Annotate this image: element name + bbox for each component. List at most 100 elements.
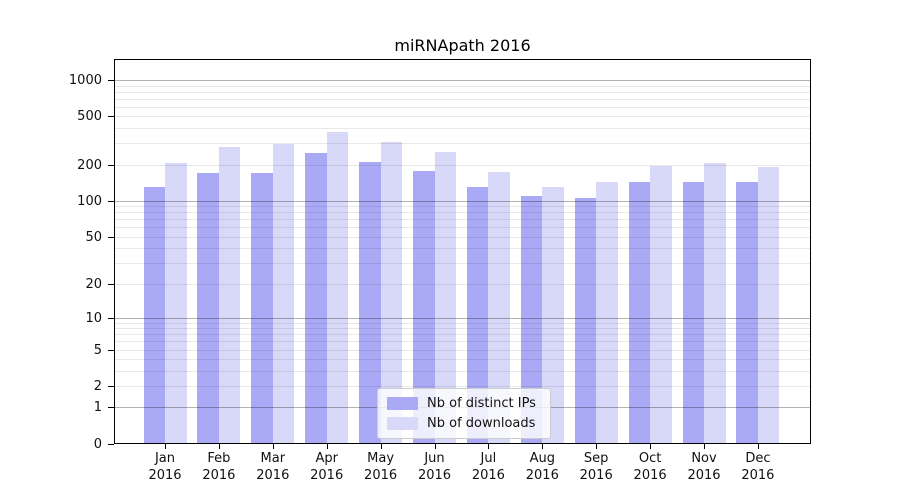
bar-feb-ips xyxy=(197,173,219,444)
y-tick-mark xyxy=(108,386,114,388)
chart-title: miRNApath 2016 xyxy=(394,36,531,55)
bar-jan-ips xyxy=(143,187,165,444)
x-tick-year: 2016 xyxy=(741,468,775,483)
x-tick-label: Jun 2016 xyxy=(400,450,470,484)
legend-item-downloads: Nb of downloads xyxy=(387,416,536,431)
y-tick-mark xyxy=(108,283,114,285)
x-tick-mark xyxy=(542,444,544,449)
x-tick-month: Jan xyxy=(154,451,176,466)
y-gridline-major xyxy=(114,80,811,81)
x-tick-mark xyxy=(596,444,598,449)
bar-sep-ips xyxy=(574,197,597,444)
y-tick-label: 20 xyxy=(85,276,102,292)
y-tick-mark xyxy=(108,236,114,238)
bar-mar-downloads xyxy=(272,144,295,444)
y-tick-mark xyxy=(108,407,114,409)
x-tick-mark xyxy=(704,444,705,449)
x-tick-year: 2016 xyxy=(525,468,559,483)
y-tick-label: 200 xyxy=(77,157,102,173)
y-gridline-major xyxy=(114,200,811,202)
x-tick-month: May xyxy=(367,451,395,466)
bar-feb-downloads xyxy=(218,147,241,444)
x-tick-month: Jun xyxy=(424,451,445,466)
x-tick-label: Jan 2016 xyxy=(130,450,200,484)
x-tick-year: 2016 xyxy=(633,468,667,483)
x-tick-year: 2016 xyxy=(148,468,182,483)
x-tick-label: Nov 2016 xyxy=(669,450,739,484)
x-tick-year: 2016 xyxy=(471,468,505,483)
x-tick-year: 2016 xyxy=(417,468,452,483)
y-gridline-minor xyxy=(114,91,811,93)
bar-apr-ips xyxy=(305,152,327,444)
y-gridline-minor xyxy=(114,328,811,330)
x-tick-mark xyxy=(165,444,166,449)
y-tick-label: 50 xyxy=(85,229,102,245)
y-gridline-minor xyxy=(114,236,811,238)
y-tick-mark xyxy=(108,80,114,81)
x-tick-mark xyxy=(218,444,220,449)
y-gridline-minor xyxy=(114,164,811,166)
y-tick-mark xyxy=(108,349,114,351)
y-tick-label: 0 xyxy=(93,437,102,452)
bar-aug-ips xyxy=(520,195,543,444)
y-gridline-minor xyxy=(114,212,811,214)
x-tick-mark xyxy=(650,444,652,449)
legend-label-downloads: Nb of downloads xyxy=(427,416,536,431)
y-tick-label: 1000 xyxy=(68,73,102,88)
x-tick-label: Mar 2016 xyxy=(238,450,308,484)
legend-label-ips: Nb of distinct IPs xyxy=(427,396,536,411)
y-gridline-minor xyxy=(114,322,811,324)
bar-nov-downloads xyxy=(704,162,726,444)
y-gridline-minor xyxy=(114,106,811,108)
y-tick-mark xyxy=(108,317,114,319)
y-gridline-minor xyxy=(114,85,811,87)
y-gridline-minor xyxy=(114,370,811,372)
legend-swatch-downloads xyxy=(387,417,418,430)
bar-apr-downloads xyxy=(326,132,349,444)
x-tick-year: 2016 xyxy=(687,468,721,483)
y-tick-mark xyxy=(108,200,114,202)
y-tick-label: 5 xyxy=(93,342,102,358)
bar-may-downloads xyxy=(380,142,403,444)
legend-swatch-ips xyxy=(387,397,418,410)
x-tick-label: Dec 2016 xyxy=(723,450,793,484)
x-tick-month: Dec xyxy=(745,451,771,466)
x-tick-label: Sep 2016 xyxy=(561,450,631,484)
y-gridline-minor xyxy=(114,98,811,100)
legend-item-ips: Nb of distinct IPs xyxy=(387,396,536,411)
y-gridline-minor xyxy=(114,248,811,250)
y-gridline-minor xyxy=(114,143,811,145)
y-gridline-minor xyxy=(114,283,811,285)
x-tick-label: Oct 2016 xyxy=(615,450,685,484)
bar-may-ips xyxy=(359,162,381,444)
bar-dec-downloads xyxy=(757,167,780,444)
y-gridline-minor xyxy=(114,219,811,221)
y-gridline-minor xyxy=(114,128,811,130)
x-tick-mark xyxy=(488,444,490,449)
plot-area: Nb of distinct IPs Nb of downloads xyxy=(114,59,811,444)
x-tick-month: Nov xyxy=(691,451,717,466)
bar-sep-downloads xyxy=(596,182,618,444)
x-tick-label: Feb 2016 xyxy=(184,450,254,484)
x-tick-year: 2016 xyxy=(310,468,344,483)
bar-oct-ips xyxy=(628,182,651,444)
y-tick-label: 100 xyxy=(77,193,102,209)
y-gridline-minor xyxy=(114,349,811,351)
y-gridline-minor xyxy=(114,341,811,343)
x-tick-month: Aug xyxy=(529,451,555,466)
x-tick-month: Mar xyxy=(260,451,286,466)
bar-jul-downloads xyxy=(488,172,510,444)
x-tick-mark xyxy=(326,444,328,449)
x-tick-year: 2016 xyxy=(364,468,398,483)
y-tick-label: 10 xyxy=(85,310,102,326)
x-tick-month: Apr xyxy=(315,451,338,466)
x-tick-label: Aug 2016 xyxy=(507,450,577,484)
x-tick-month: Feb xyxy=(207,451,231,466)
x-tick-label: Jul 2016 xyxy=(453,450,523,484)
bar-dec-ips xyxy=(736,182,758,444)
y-tick-label: 2 xyxy=(93,379,102,395)
x-tick-label: Apr 2016 xyxy=(292,450,362,484)
y-gridline-minor xyxy=(114,227,811,229)
bar-mar-ips xyxy=(251,173,273,444)
